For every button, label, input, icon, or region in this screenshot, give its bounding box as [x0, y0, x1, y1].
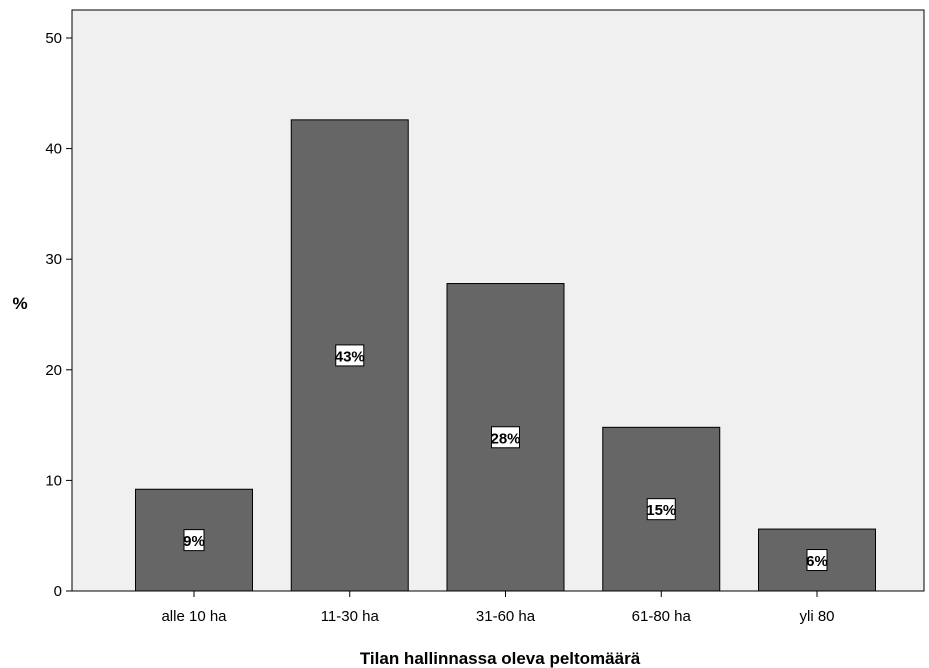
data-label-box: [806, 549, 828, 572]
data-label: 9%: [183, 533, 205, 550]
data-label-box: [646, 498, 676, 521]
x-tick-label: alle 10 ha: [161, 608, 227, 625]
y-tick-label: 40: [45, 141, 62, 158]
x-tick-label: 11-30 ha: [321, 608, 380, 625]
bars: 9% 43% 28% 15% 6%: [135, 119, 876, 592]
data-label: 28%: [490, 430, 520, 447]
x-tick-label: 31-60 ha: [476, 608, 536, 625]
data-label: 6%: [806, 553, 828, 570]
data-label-box: [491, 426, 520, 449]
y-tick-label: 50: [45, 30, 62, 47]
x-tick-label: yli 80: [799, 608, 834, 625]
x-axis: alle 10 ha 11-30 ha 31-60 ha 61-80 ha yli 80: [161, 591, 835, 625]
y-axis-title: %: [12, 294, 27, 313]
y-tick-label: 10: [45, 472, 62, 489]
x-tick-label: 61-80 ha: [632, 608, 692, 625]
y-tick-label: 20: [45, 362, 62, 379]
data-label: 43%: [335, 348, 365, 365]
y-axis: 0 10 20 30 40 50: [45, 30, 72, 600]
data-label-box: [183, 529, 205, 552]
x-axis-title: Tilan hallinnassa oleva peltomäärä: [360, 649, 641, 668]
y-tick-label: 0: [54, 583, 62, 600]
data-label: 15%: [646, 502, 676, 519]
data-label-box: [335, 344, 365, 367]
y-tick-label: 30: [45, 251, 62, 268]
